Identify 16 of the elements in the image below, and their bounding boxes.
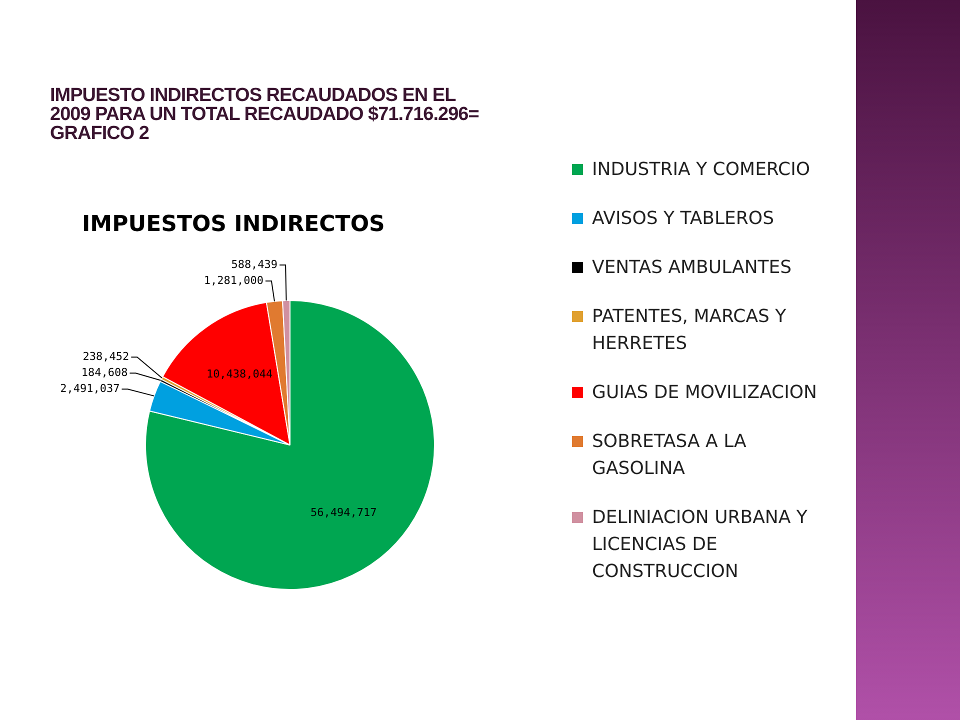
legend-label: INDUSTRIA Y COMERCIO (592, 159, 810, 180)
legend-label: DELINIACION URBANA Y LICENCIAS DE CONSTRUCCION (592, 507, 808, 582)
data-label: 10,438,044 (206, 367, 274, 380)
legend-label: AVISOS Y TABLEROS (592, 208, 774, 229)
legend-label: PATENTES, MARCAS Y HERRETES (592, 306, 786, 354)
legend-label: SOBRETASA A LA GASOLINA (592, 431, 746, 479)
chart-title: IMPUESTO INDIRECTOS RECAUDADOS EN EL 2009 PARA UN TOTAL RECAUDADO $71.716.296= GRAFICO 2 (50, 85, 480, 144)
data-label: 2,491,037 (60, 382, 120, 395)
text: IMPUESTOS INDIRECTOS (82, 212, 385, 237)
data-label: 1,281,000 (204, 274, 264, 287)
data-label: 588,439 (231, 258, 278, 271)
data-label: 184,608 (81, 366, 128, 379)
legend-label: VENTAS AMBULANTES (592, 257, 792, 278)
data-label: 238,452 (82, 350, 130, 363)
legend-label: GUIAS DE MOVILIZACION (592, 382, 818, 403)
data-label: 56,494,717 (310, 506, 377, 519)
